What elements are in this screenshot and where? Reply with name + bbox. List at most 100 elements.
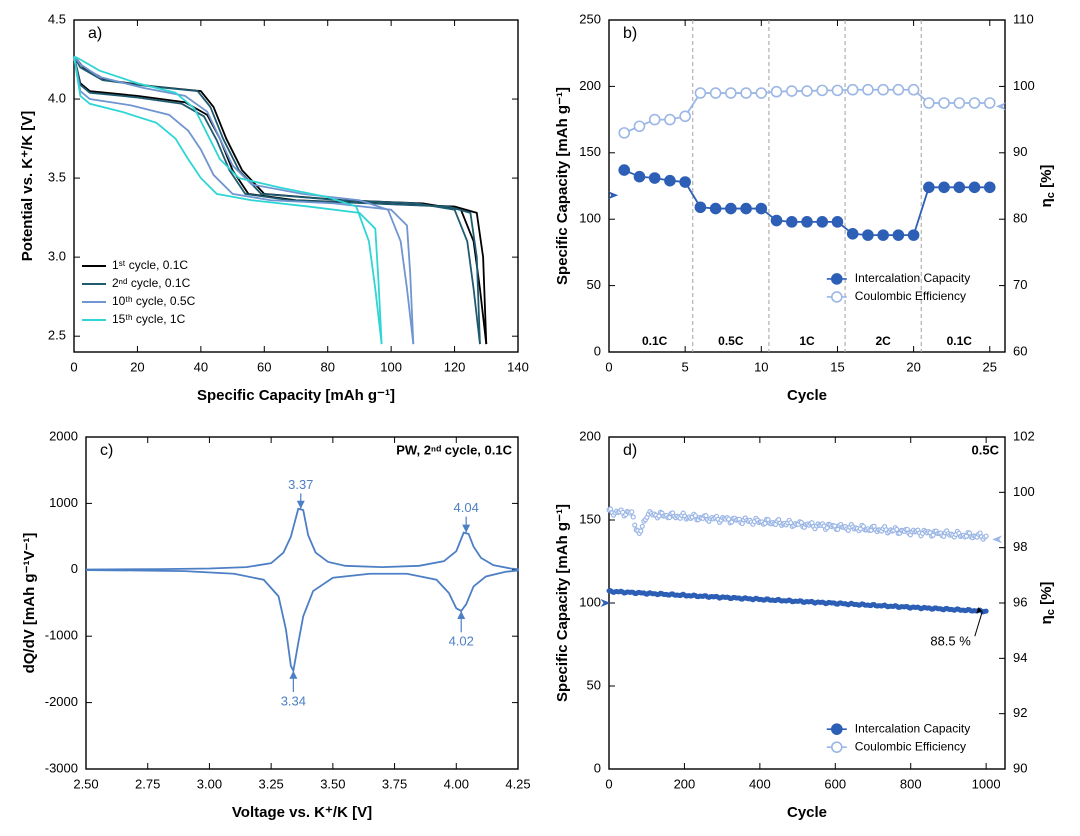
svg-text:90: 90 [1013,760,1027,775]
svg-text:2000: 2000 [49,428,78,443]
svg-text:Potential vs. K⁺/K [V]: Potential vs. K⁺/K [V] [19,111,36,261]
svg-text:2.5: 2.5 [48,328,66,343]
svg-text:c): c) [100,442,113,459]
svg-text:98: 98 [1013,539,1027,554]
svg-text:0.1C: 0.1C [642,334,668,348]
svg-text:100: 100 [1013,484,1035,499]
svg-text:200: 200 [579,78,601,93]
svg-text:ηc [%]: ηc [%] [1038,165,1057,208]
svg-text:50: 50 [587,677,601,692]
svg-text:1000: 1000 [972,776,1001,791]
svg-text:60: 60 [1013,343,1027,358]
svg-text:0: 0 [594,343,601,358]
svg-text:100: 100 [1013,78,1035,93]
svg-text:10: 10 [754,359,768,374]
svg-text:20: 20 [906,359,920,374]
svg-text:110: 110 [1013,11,1034,26]
svg-text:96: 96 [1013,594,1027,609]
svg-text:0.1C: 0.1C [947,334,973,348]
svg-text:Specific Capacity [mAh g⁻¹]: Specific Capacity [mAh g⁻¹] [554,87,571,285]
svg-text:100: 100 [579,594,601,609]
svg-text:1ˢᵗ cycle, 0.1C: 1ˢᵗ cycle, 0.1C [112,258,188,272]
svg-text:4.5: 4.5 [48,11,66,26]
svg-text:92: 92 [1013,705,1027,720]
svg-text:3.75: 3.75 [382,776,407,791]
svg-text:120: 120 [444,359,466,374]
svg-text:800: 800 [900,776,922,791]
svg-text:-3000: -3000 [45,760,78,775]
figure-grid: 0204060801001201402.53.03.54.04.5Specifi… [0,0,1080,836]
svg-text:PW, 2ⁿᵈ cycle, 0.1C: PW, 2ⁿᵈ cycle, 0.1C [396,442,512,457]
svg-text:2ⁿᵈ cycle, 0.1C: 2ⁿᵈ cycle, 0.1C [112,276,191,290]
svg-text:100: 100 [579,211,601,226]
svg-text:100: 100 [380,359,402,374]
svg-text:Intercalation Capacity: Intercalation Capacity [855,271,970,285]
svg-text:4.02: 4.02 [449,634,474,649]
svg-text:600: 600 [824,776,846,791]
svg-text:-1000: -1000 [45,628,78,643]
svg-text:4.04: 4.04 [454,500,479,515]
svg-text:Specific Capacity [mAh g⁻¹]: Specific Capacity [mAh g⁻¹] [197,387,395,404]
svg-text:3.37: 3.37 [288,477,313,492]
svg-text:90: 90 [1013,144,1027,159]
svg-text:10ᵗʰ cycle, 0.5C: 10ᵗʰ cycle, 0.5C [112,294,196,308]
svg-text:5: 5 [682,359,689,374]
panel-a: 0204060801001201402.53.03.54.04.5Specifi… [10,8,535,411]
svg-text:3.50: 3.50 [320,776,345,791]
svg-text:3.25: 3.25 [258,776,283,791]
svg-text:50: 50 [587,277,601,292]
svg-text:0.5C: 0.5C [718,334,744,348]
svg-text:1000: 1000 [49,495,78,510]
svg-text:140: 140 [507,359,529,374]
svg-text:25: 25 [983,359,997,374]
panel-b: 051015202505010015020025060708090100110C… [545,8,1070,411]
svg-text:0: 0 [71,561,78,576]
svg-text:20: 20 [130,359,144,374]
svg-text:15: 15 [830,359,844,374]
svg-text:Specific Capacity [mAh g⁻¹]: Specific Capacity [mAh g⁻¹] [554,504,571,702]
svg-text:0: 0 [70,359,77,374]
svg-text:1C: 1C [799,334,815,348]
svg-text:Voltage vs. K⁺/K [V]: Voltage vs. K⁺/K [V] [232,804,372,821]
svg-text:0: 0 [605,776,612,791]
svg-text:a): a) [88,25,102,42]
svg-text:150: 150 [579,511,601,526]
svg-text:2C: 2C [875,334,891,348]
svg-text:60: 60 [257,359,271,374]
svg-text:0.5C: 0.5C [972,442,1000,457]
svg-text:Coulombic Efficiency: Coulombic Efficiency [855,289,966,303]
svg-text:Coulombic Efficiency: Coulombic Efficiency [855,739,966,753]
svg-text:dQ/dV [mAh g⁻¹V⁻¹]: dQ/dV [mAh g⁻¹V⁻¹] [21,533,38,674]
svg-text:94: 94 [1013,650,1027,665]
svg-text:4.25: 4.25 [505,776,530,791]
svg-text:-2000: -2000 [45,694,78,709]
svg-text:Cycle: Cycle [787,804,827,821]
svg-text:88.5 %: 88.5 % [930,634,971,649]
svg-text:ηc [%]: ηc [%] [1038,582,1057,625]
svg-text:400: 400 [749,776,771,791]
svg-text:250: 250 [579,11,601,26]
svg-text:Cycle: Cycle [787,387,827,404]
svg-text:15ᵗʰ cycle, 1C: 15ᵗʰ cycle, 1C [112,312,186,326]
svg-text:102: 102 [1013,428,1035,443]
panel-d: 0 200 400 600 800 1000 0 50 100 150 200 90 92 94 96 98 1… [545,425,1070,828]
svg-text:200: 200 [674,776,696,791]
svg-text:200: 200 [579,428,601,443]
svg-text:4.00: 4.00 [444,776,469,791]
svg-text:0: 0 [594,760,601,775]
svg-text:0: 0 [605,359,612,374]
svg-text:3.34: 3.34 [281,693,306,708]
svg-text:d): d) [623,442,637,459]
svg-text:70: 70 [1013,277,1027,292]
svg-text:80: 80 [1013,211,1027,226]
svg-text:3.00: 3.00 [197,776,222,791]
svg-text:Intercalation Capacity: Intercalation Capacity [855,721,970,735]
svg-text:b): b) [623,25,637,42]
svg-text:3.0: 3.0 [48,249,66,264]
svg-text:80: 80 [320,359,334,374]
svg-text:4.0: 4.0 [48,90,66,105]
svg-text:150: 150 [579,144,601,159]
svg-text:2.75: 2.75 [135,776,160,791]
svg-text:2.50: 2.50 [73,776,98,791]
svg-text:3.5: 3.5 [48,170,66,185]
